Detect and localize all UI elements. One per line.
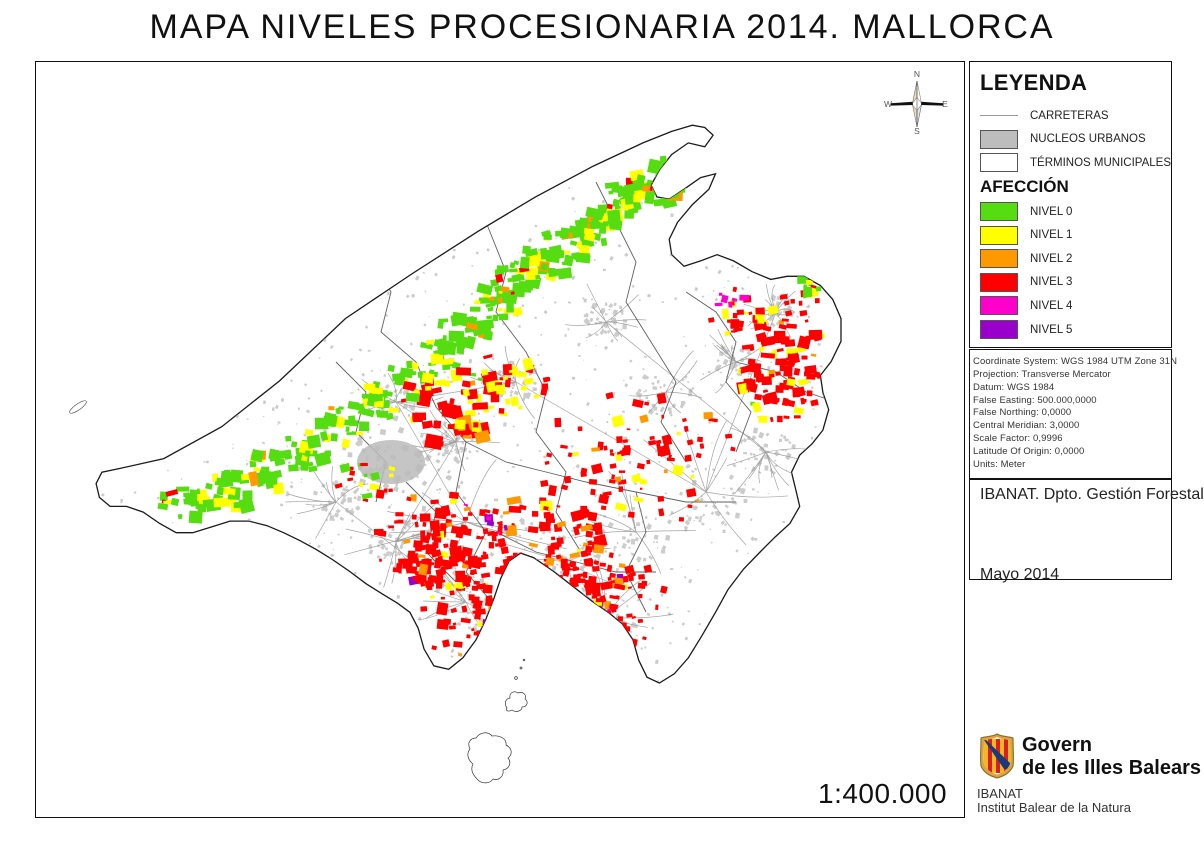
svg-text:E: E: [942, 99, 948, 109]
svg-text:S: S: [914, 126, 920, 136]
svg-text:N: N: [914, 69, 920, 79]
svg-text:W: W: [884, 99, 892, 109]
